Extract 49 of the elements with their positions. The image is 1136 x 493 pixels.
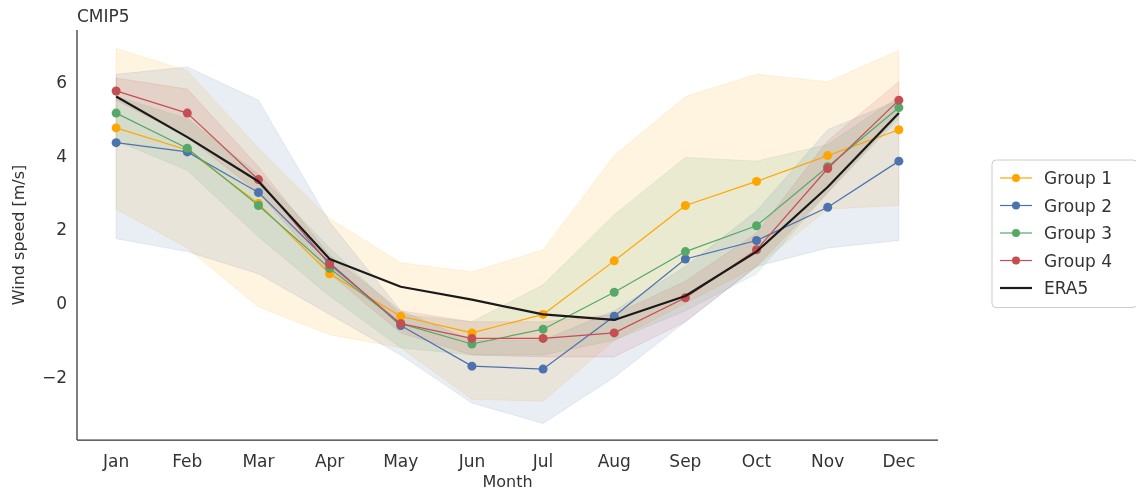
- x-tick-label: Sep: [669, 451, 702, 471]
- x-tick-label: Aug: [597, 451, 631, 471]
- point: [609, 256, 619, 266]
- x-tick-label: Apr: [314, 451, 345, 471]
- x-tick-label: Dec: [882, 451, 916, 471]
- x-tick-label: Jun: [457, 451, 486, 471]
- point: [680, 247, 690, 257]
- legend-label: Group 4: [1044, 250, 1112, 271]
- x-tick-label: Mar: [242, 451, 275, 471]
- point: [111, 86, 121, 96]
- x-tick-label: Nov: [811, 451, 845, 471]
- point: [111, 108, 121, 118]
- point: [894, 156, 904, 166]
- point: [823, 151, 833, 161]
- point: [111, 123, 121, 133]
- y-tick-label: 6: [56, 71, 67, 92]
- x-tick-label: Feb: [172, 451, 203, 471]
- legend-label: Group 3: [1044, 223, 1112, 243]
- point: [894, 95, 904, 105]
- point: [538, 333, 548, 343]
- legend-label: Group 1: [1044, 168, 1112, 188]
- point: [111, 138, 121, 148]
- point: [894, 125, 904, 135]
- point: [467, 333, 477, 343]
- y-axis-title: Wind speed [m/s]: [9, 164, 28, 306]
- x-tick-label: Jan: [102, 451, 130, 471]
- x-tick-label: May: [383, 451, 419, 471]
- legend-label: Group 2: [1044, 195, 1112, 216]
- point: [609, 287, 619, 297]
- point: [752, 176, 762, 186]
- x-tick-label: Jul: [531, 451, 554, 471]
- point: [609, 328, 619, 338]
- x-tick-label: Oct: [741, 451, 772, 471]
- point: [752, 221, 762, 231]
- point: [253, 188, 263, 198]
- y-tick-label: −2: [41, 367, 67, 388]
- point: [538, 364, 548, 374]
- chart-title: CMIP5: [77, 6, 130, 26]
- y-tick-label: 4: [56, 145, 67, 166]
- point: [467, 361, 477, 371]
- y-tick-label: 0: [56, 293, 67, 314]
- point: [538, 324, 548, 334]
- x-axis-title: Month: [482, 472, 533, 491]
- y-tick-label: 2: [56, 219, 67, 240]
- point: [182, 108, 192, 118]
- point: [823, 202, 833, 212]
- point: [680, 200, 690, 210]
- legend-label: ERA5: [1044, 278, 1089, 298]
- point: [752, 236, 762, 246]
